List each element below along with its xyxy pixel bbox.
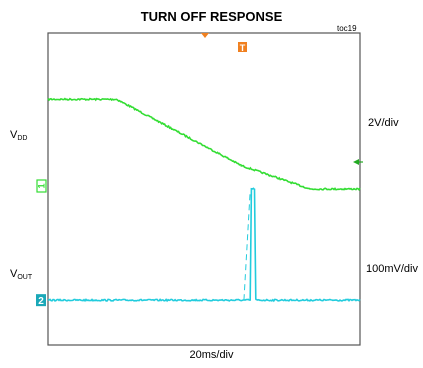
channel-1-marker: 1 (37, 183, 47, 188)
vdd-label: VDD (10, 129, 28, 142)
channel-1-marker-box (36, 179, 47, 193)
trigger-marker-box (238, 42, 247, 52)
trigger-marker: T (240, 43, 246, 53)
channel-2-marker-box (36, 294, 46, 307)
vout-label: VOUT (10, 268, 33, 281)
trace-vout (47, 187, 361, 303)
vout-scale: 100mV/div (366, 263, 418, 275)
trace-vdd (47, 97, 361, 191)
figure-id: toc19 (337, 24, 357, 33)
trigger-level-arrow (353, 159, 359, 165)
vdd-scale: 2V/div (368, 117, 399, 129)
trigger-position-marker (201, 33, 209, 38)
channel-2-marker: 2 (38, 296, 44, 307)
x-axis-label: 20ms/div (189, 349, 234, 361)
vout-spike-echo (243, 190, 251, 301)
chart-title: TURN OFF RESPONSE (140, 9, 283, 24)
